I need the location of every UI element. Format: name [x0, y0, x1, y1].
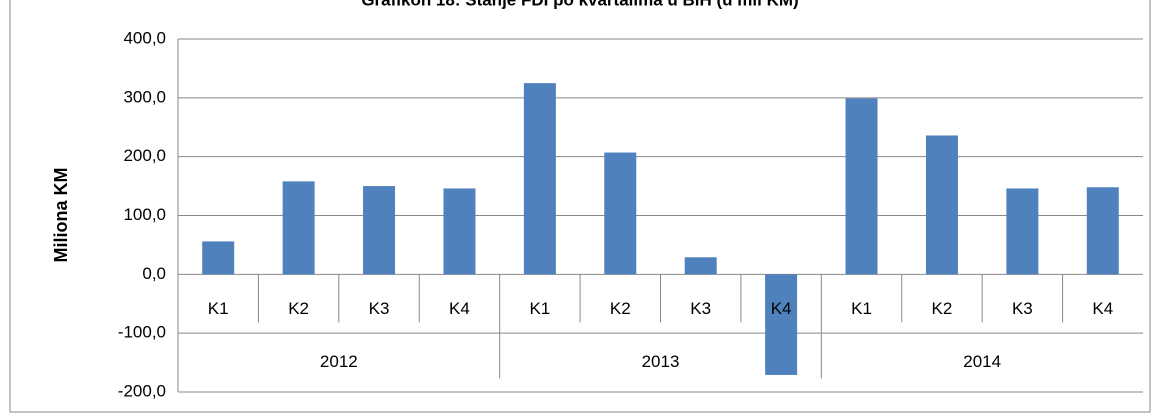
chart-border [9, 0, 1151, 413]
bar [765, 274, 798, 375]
group-label: 2012 [320, 352, 358, 371]
x-tick-label: K3 [1012, 299, 1033, 318]
group-label: 2013 [642, 352, 680, 371]
bar [1086, 187, 1119, 275]
y-tick-label: -100,0 [118, 323, 166, 342]
y-tick-label: 200,0 [123, 146, 166, 165]
x-tick-label: K4 [1092, 299, 1113, 318]
x-tick-label: K4 [771, 299, 792, 318]
group-label: 2014 [963, 352, 1001, 371]
bar [604, 152, 637, 275]
y-axis-title: Miliona KM [51, 168, 71, 263]
x-tick-label: K4 [449, 299, 470, 318]
x-tick-label: K3 [369, 299, 390, 318]
bar [202, 241, 235, 275]
x-tick-label: K1 [529, 299, 550, 318]
x-tick-label: K2 [932, 299, 953, 318]
bar [684, 257, 717, 275]
x-tick-label: K2 [610, 299, 631, 318]
y-tick-label: 100,0 [123, 205, 166, 224]
bar [282, 181, 315, 275]
x-tick-label: K1 [208, 299, 229, 318]
chart-title: Grafikon 18: Stanje FDI po kvartalima u … [361, 0, 798, 9]
bar [1006, 188, 1039, 275]
bar [363, 186, 396, 275]
y-tick-label: 400,0 [123, 28, 166, 47]
bar [845, 98, 878, 275]
bar [523, 83, 556, 275]
bar [443, 188, 476, 275]
y-tick-label: 300,0 [123, 87, 166, 106]
x-tick-label: K3 [690, 299, 711, 318]
x-tick-label: K2 [288, 299, 309, 318]
x-tick-label: K1 [851, 299, 872, 318]
y-tick-label: -200,0 [118, 381, 166, 400]
y-tick-label: 0,0 [142, 264, 166, 283]
bar [925, 135, 958, 275]
